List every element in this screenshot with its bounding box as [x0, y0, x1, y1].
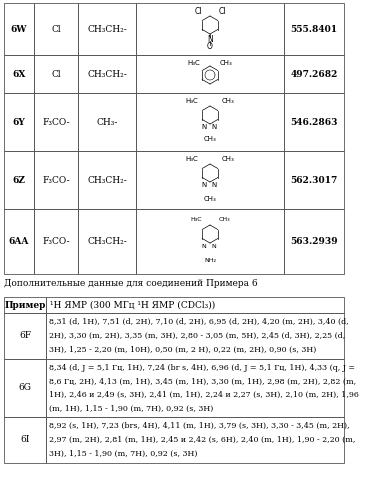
Bar: [34, 151, 78, 209]
Text: N: N: [211, 244, 216, 249]
Text: 3H), 1,15 - 1,90 (m, 7H), 0,92 (s, 3H): 3H), 1,15 - 1,90 (m, 7H), 0,92 (s, 3H): [49, 450, 198, 458]
Bar: [4, 93, 34, 151]
Bar: [4, 297, 46, 313]
Text: F₃CO-: F₃CO-: [42, 117, 70, 127]
Bar: [34, 93, 78, 151]
Text: 6Z: 6Z: [12, 176, 26, 185]
Text: F₃CO-: F₃CO-: [42, 176, 70, 185]
Text: Пример: Пример: [4, 300, 46, 309]
Bar: [284, 209, 344, 274]
Bar: [46, 313, 344, 359]
Text: 6F: 6F: [19, 331, 31, 340]
Text: 6G: 6G: [18, 384, 32, 393]
Bar: [136, 151, 284, 209]
Bar: [4, 3, 34, 55]
Bar: [136, 209, 284, 274]
Text: 6X: 6X: [12, 69, 26, 78]
Text: 8,34 (d, J = 5,1 Гц, 1H), 7,24 (br s, 4H), 6,96 (d, J = 5,1 Гц, 1H), 4,33 (q, J : 8,34 (d, J = 5,1 Гц, 1H), 7,24 (br s, 4H…: [49, 364, 355, 372]
Bar: [4, 209, 34, 274]
Bar: [46, 417, 344, 463]
Bar: [284, 3, 344, 55]
Text: CH₃: CH₃: [218, 217, 230, 222]
Text: H₃C: H₃C: [188, 60, 200, 66]
Text: 1H), 2,46 и 2,49 (s, 3H), 2,41 (m, 1H), 2,24 и 2,27 (s, 3H), 2,10 (m, 2H), 1,96: 1H), 2,46 и 2,49 (s, 3H), 2,41 (m, 1H), …: [49, 391, 359, 399]
Text: H₃C: H₃C: [185, 98, 198, 104]
Text: ¹H ЯМР (300 МГц ¹H ЯМР (CDCl₃)): ¹H ЯМР (300 МГц ¹H ЯМР (CDCl₃)): [50, 300, 215, 309]
Text: N: N: [202, 244, 206, 249]
Bar: [78, 3, 136, 55]
Text: Cl: Cl: [194, 6, 202, 15]
Text: CH₃CH₂-: CH₃CH₂-: [87, 176, 127, 185]
Bar: [34, 209, 78, 274]
Text: F₃CO-: F₃CO-: [42, 237, 70, 246]
Bar: [46, 359, 344, 417]
Bar: [136, 55, 284, 93]
Bar: [284, 55, 344, 93]
Text: 546.2863: 546.2863: [290, 117, 338, 127]
Bar: [34, 3, 78, 55]
Bar: [4, 417, 46, 463]
Bar: [136, 93, 284, 151]
Bar: [4, 55, 34, 93]
Text: 8,31 (d, 1H), 7,51 (d, 2H), 7,10 (d, 2H), 6,95 (d, 2H), 4,20 (m, 2H), 3,40 (d,: 8,31 (d, 1H), 7,51 (d, 2H), 7,10 (d, 2H)…: [49, 318, 349, 326]
Text: N: N: [201, 182, 207, 188]
Text: CH₃CH₂-: CH₃CH₂-: [87, 24, 127, 33]
Text: CH₃: CH₃: [222, 156, 234, 162]
Text: N: N: [211, 124, 217, 130]
Bar: [284, 151, 344, 209]
Text: 562.3017: 562.3017: [290, 176, 338, 185]
Text: Дополнительные данные для соединений Примера 6: Дополнительные данные для соединений При…: [4, 279, 257, 288]
Text: NH₂: NH₂: [204, 258, 216, 263]
Bar: [136, 3, 284, 55]
Text: CH₃CH₂-: CH₃CH₂-: [87, 237, 127, 246]
Text: N: N: [201, 124, 207, 130]
Text: 6Y: 6Y: [12, 117, 25, 127]
Text: CH₃: CH₃: [204, 196, 216, 202]
Bar: [78, 209, 136, 274]
Bar: [46, 297, 344, 313]
Text: CH₃: CH₃: [222, 98, 234, 104]
Text: H₃C: H₃C: [190, 217, 202, 222]
Text: (m, 1H), 1,15 - 1,90 (m, 7H), 0,92 (s, 3H): (m, 1H), 1,15 - 1,90 (m, 7H), 0,92 (s, 3…: [49, 405, 213, 413]
Bar: [284, 93, 344, 151]
Text: 555.8401: 555.8401: [290, 24, 337, 33]
Text: Cl: Cl: [51, 24, 61, 33]
Text: 2,97 (m, 2H), 2,81 (m, 1H), 2,45 и 2,42 (s, 6H), 2,40 (m, 1H), 1,90 - 2,20 (m,: 2,97 (m, 2H), 2,81 (m, 1H), 2,45 и 2,42 …: [49, 436, 356, 444]
Bar: [78, 55, 136, 93]
Text: 6W: 6W: [11, 24, 27, 33]
Text: 2H), 3,30 (m, 2H), 3,35 (m, 3H), 2,80 - 3,05 (m, 5H), 2,45 (d, 3H), 2,25 (d,: 2H), 3,30 (m, 2H), 3,35 (m, 3H), 2,80 - …: [49, 332, 345, 340]
Bar: [34, 55, 78, 93]
Text: Cl: Cl: [218, 6, 226, 15]
Text: 6AA: 6AA: [9, 237, 29, 246]
Text: N: N: [211, 182, 217, 188]
Text: H₃C: H₃C: [185, 156, 198, 162]
Text: 8,6 Гц, 2H), 4,13 (m, 1H), 3,45 (m, 1H), 3,30 (m, 1H), 2,98 (m, 2H), 2,82 (m,: 8,6 Гц, 2H), 4,13 (m, 1H), 3,45 (m, 1H),…: [49, 378, 356, 386]
Text: 6I: 6I: [20, 436, 30, 445]
Text: CH₃: CH₃: [220, 60, 232, 66]
Bar: [78, 151, 136, 209]
Text: Cl: Cl: [51, 69, 61, 78]
Text: CH₃-: CH₃-: [96, 117, 118, 127]
Bar: [4, 359, 46, 417]
Text: CH₃CH₂-: CH₃CH₂-: [87, 69, 127, 78]
Text: 497.2682: 497.2682: [290, 69, 338, 78]
Text: 8,92 (s, 1H), 7,23 (brs, 4H), 4,11 (m, 1H), 3,79 (s, 3H), 3,30 - 3,45 (m, 2H),: 8,92 (s, 1H), 7,23 (brs, 4H), 4,11 (m, 1…: [49, 422, 349, 430]
Bar: [4, 151, 34, 209]
Text: O: O: [207, 41, 213, 50]
Text: 3H), 1,25 - 2,20 (m, 10H), 0,50 (m, 2 H), 0,22 (m, 2H), 0,90 (s, 3H): 3H), 1,25 - 2,20 (m, 10H), 0,50 (m, 2 H)…: [49, 346, 316, 354]
Bar: [4, 313, 46, 359]
Text: CH₃: CH₃: [204, 136, 216, 142]
Text: N: N: [207, 34, 213, 43]
Text: 563.2939: 563.2939: [290, 237, 338, 246]
Bar: [78, 93, 136, 151]
